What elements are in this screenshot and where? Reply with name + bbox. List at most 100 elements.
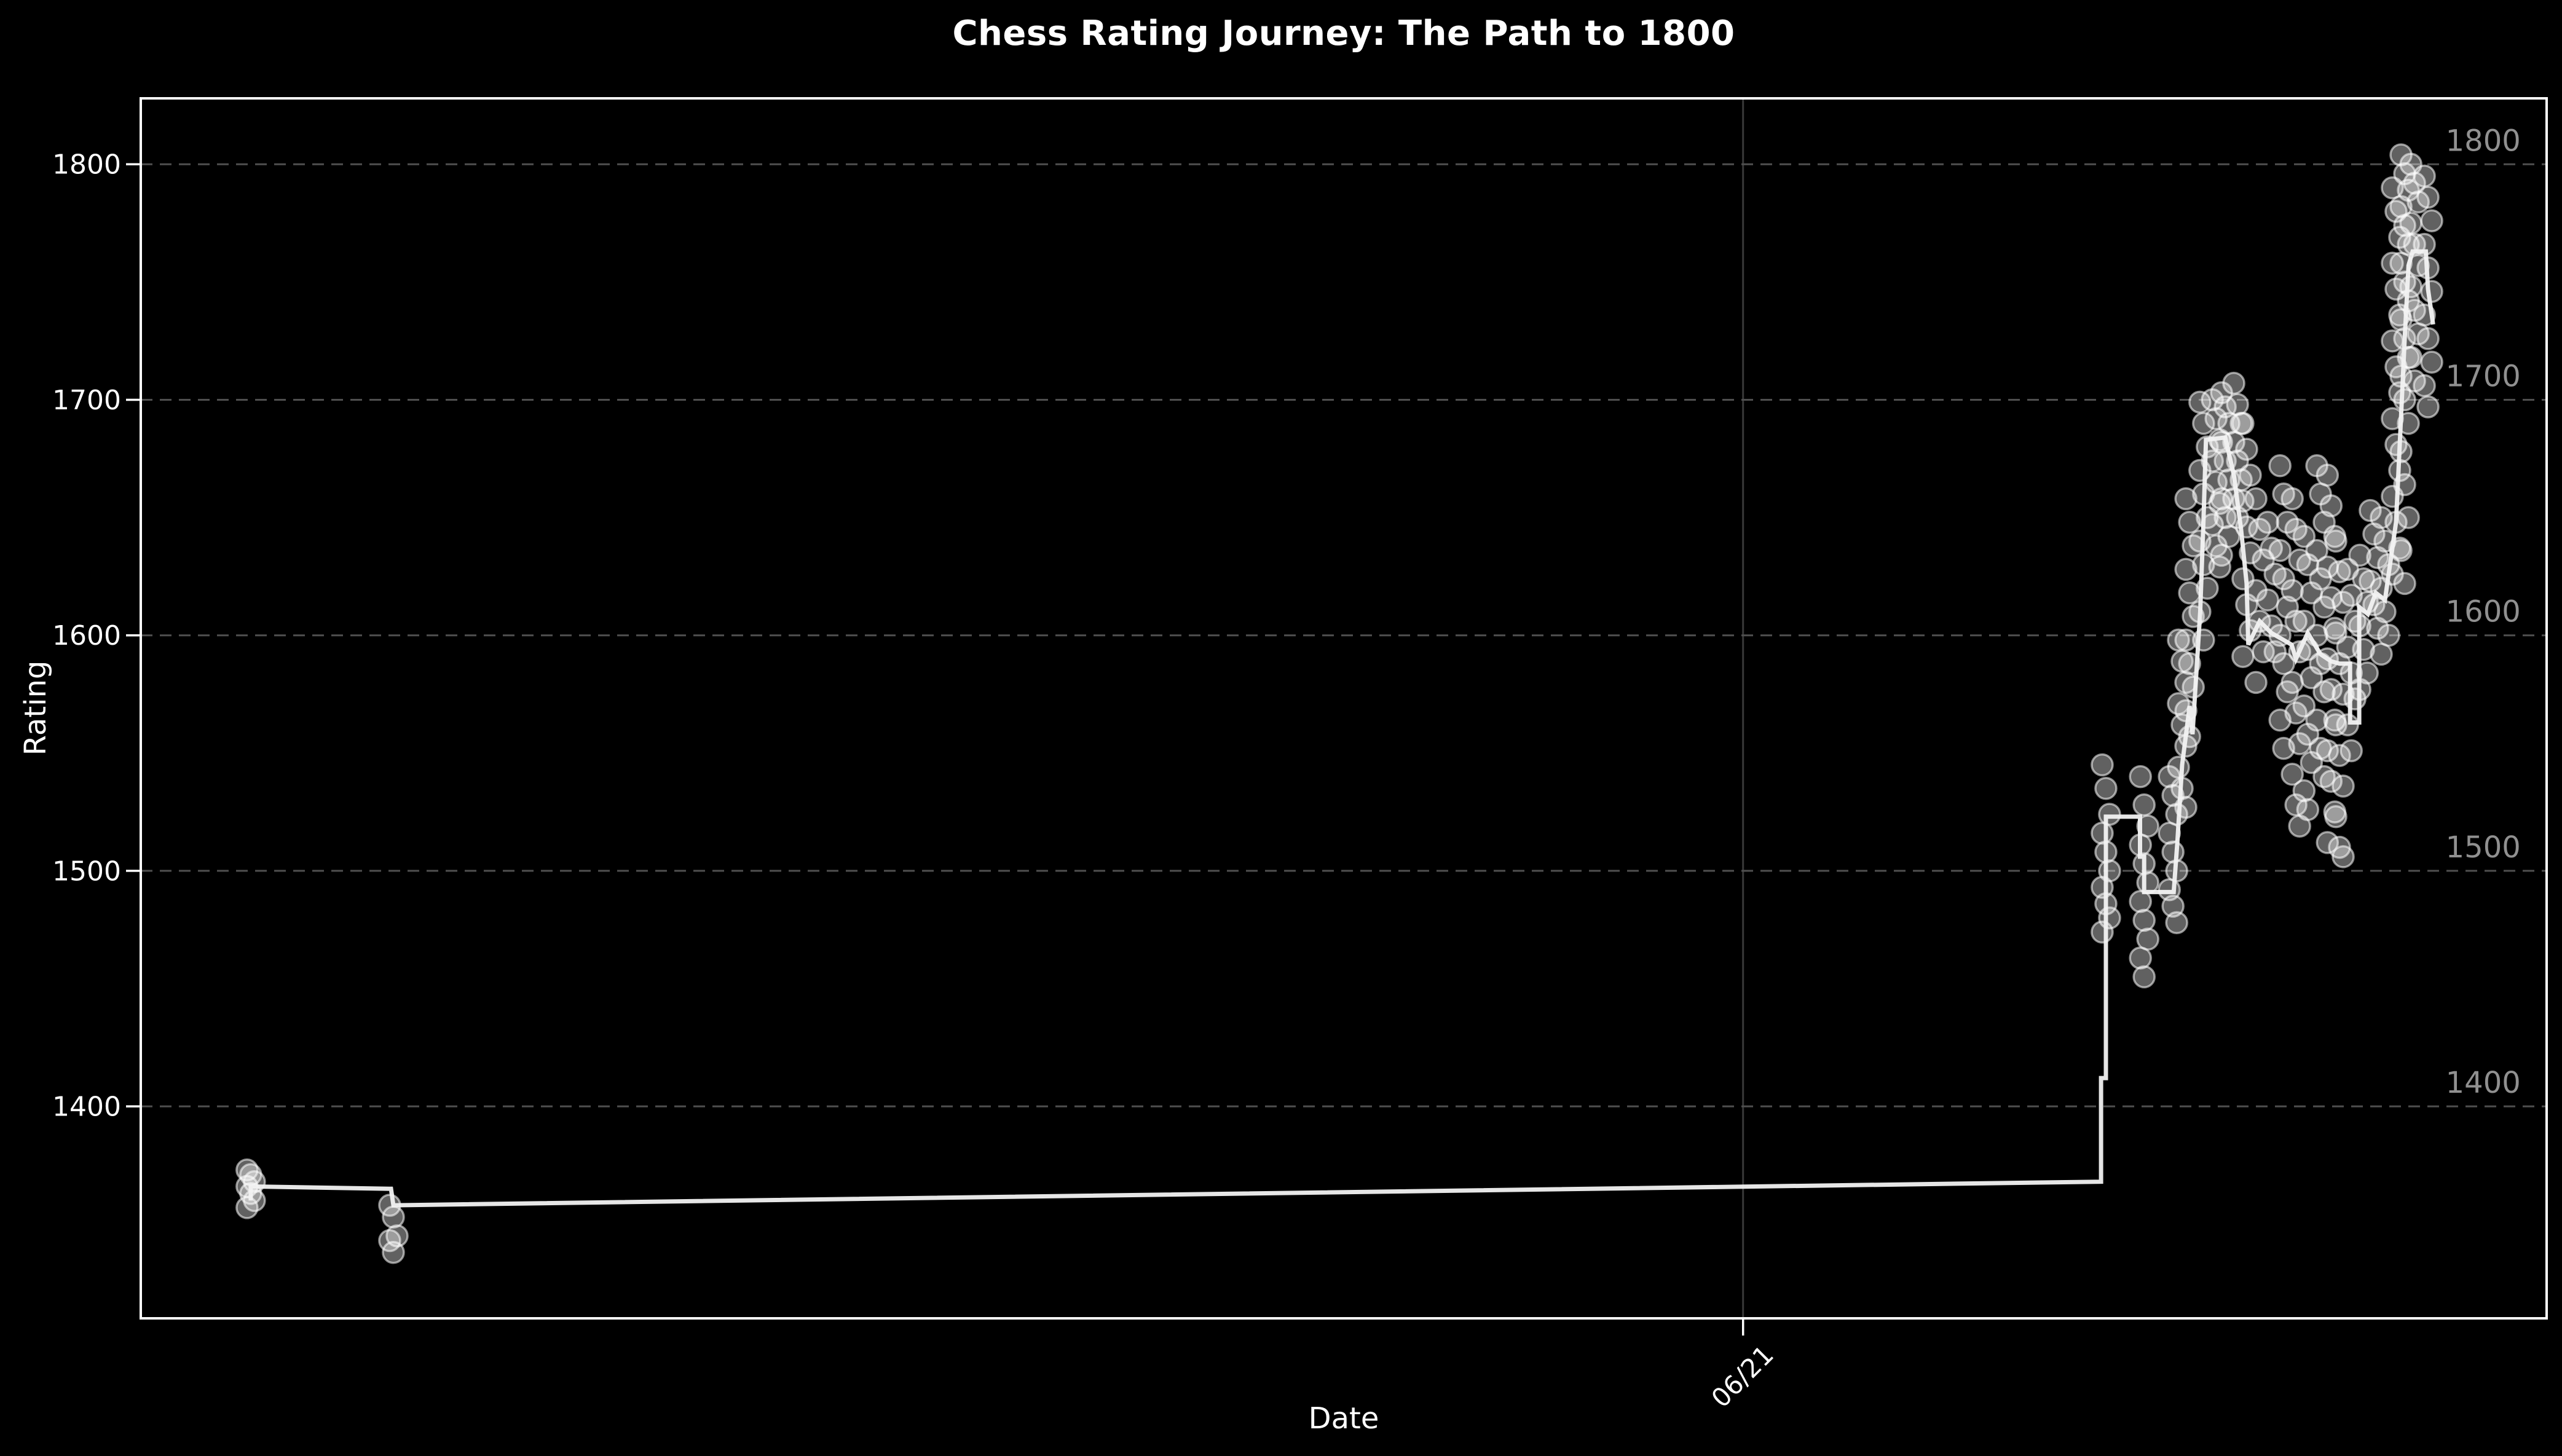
game-rating-dot bbox=[2231, 645, 2255, 668]
game-rating-dot bbox=[2098, 803, 2121, 826]
game-rating-dot bbox=[2268, 539, 2292, 562]
game-rating-dot bbox=[2328, 744, 2351, 767]
game-rating-dot bbox=[2416, 186, 2440, 209]
game-rating-dot bbox=[2348, 543, 2371, 567]
game-rating-dot bbox=[2393, 572, 2416, 596]
game-rating-dot bbox=[2316, 831, 2339, 854]
x-tick-label: 06/21 bbox=[1706, 1339, 1780, 1413]
y-tick-label: 1400 bbox=[52, 1092, 121, 1123]
game-rating-dot bbox=[2252, 640, 2275, 664]
game-rating-dot bbox=[2239, 463, 2262, 487]
game-rating-dot bbox=[2416, 327, 2440, 350]
game-rating-dot bbox=[2324, 805, 2347, 828]
game-rating-dot bbox=[2397, 506, 2420, 529]
game-rating-dot bbox=[2393, 388, 2416, 412]
game-rating-dot bbox=[2226, 393, 2249, 416]
game-rating-dot bbox=[2331, 845, 2355, 868]
game-rating-dot bbox=[2292, 525, 2316, 548]
game-rating-dot bbox=[2280, 763, 2304, 786]
game-rating-dot bbox=[2280, 579, 2304, 602]
game-rating-dot bbox=[2272, 567, 2295, 591]
game-rating-dot bbox=[2331, 774, 2355, 798]
game-rating-dot bbox=[2416, 395, 2440, 419]
game-rating-dot bbox=[2210, 543, 2233, 567]
game-rating-dot bbox=[2094, 777, 2118, 800]
game-rating-dot bbox=[2420, 280, 2443, 303]
game-rating-dot bbox=[2132, 793, 2156, 817]
game-rating-dot bbox=[2213, 506, 2237, 529]
game-rating-dot bbox=[2319, 769, 2343, 793]
game-rating-dot bbox=[2305, 539, 2328, 562]
game-rating-dot bbox=[2319, 494, 2343, 517]
game-rating-dot bbox=[2399, 275, 2422, 299]
game-rating-dot bbox=[382, 1205, 405, 1229]
game-rating-dot bbox=[2132, 908, 2156, 932]
game-rating-dot bbox=[2296, 798, 2320, 822]
y-tick-label: 1500 bbox=[52, 856, 121, 887]
game-rating-dot bbox=[2359, 569, 2382, 593]
game-rating-dot bbox=[2244, 487, 2268, 511]
game-rating-dot bbox=[2280, 671, 2304, 695]
game-rating-dot bbox=[2129, 889, 2152, 913]
game-rating-dot bbox=[2132, 965, 2156, 989]
game-rating-dot bbox=[2319, 678, 2343, 701]
game-rating-dot bbox=[2260, 537, 2283, 560]
game-rating-dot bbox=[2165, 911, 2188, 934]
game-rating-dot bbox=[2316, 463, 2339, 487]
milestone-label: 1400 bbox=[2446, 1066, 2521, 1100]
game-rating-dot bbox=[2256, 588, 2279, 612]
chart-title: Chess Rating Journey: The Path to 1800 bbox=[952, 14, 1735, 53]
game-rating-dot bbox=[2399, 211, 2422, 235]
game-rating-dot bbox=[2292, 779, 2316, 803]
game-rating-dot bbox=[2178, 511, 2201, 534]
game-rating-dot bbox=[2420, 209, 2443, 233]
milestone-label: 1500 bbox=[2446, 830, 2521, 865]
game-rating-dot bbox=[2413, 374, 2436, 398]
game-rating-dot bbox=[2091, 920, 2114, 944]
game-rating-dot bbox=[2091, 753, 2114, 777]
game-rating-dot bbox=[2129, 946, 2152, 970]
game-rating-dot bbox=[2231, 412, 2255, 435]
game-rating-dot bbox=[382, 1240, 405, 1264]
plot-spines bbox=[140, 97, 2548, 1320]
milestone-label: 1600 bbox=[2446, 595, 2521, 629]
game-rating-dot bbox=[2373, 600, 2397, 624]
game-rating-dot bbox=[2292, 694, 2316, 718]
x-axis-label: Date bbox=[1308, 1401, 1379, 1436]
game-rating-dot bbox=[2389, 195, 2413, 219]
game-rating-dot bbox=[2397, 412, 2420, 435]
game-rating-dot bbox=[2381, 251, 2404, 275]
rating-line bbox=[248, 249, 2435, 1208]
game-rating-dot bbox=[2336, 713, 2359, 737]
game-rating-dot bbox=[2413, 164, 2436, 188]
milestone-label: 1700 bbox=[2446, 360, 2521, 394]
game-rating-dot bbox=[2136, 927, 2159, 951]
game-rating-dot bbox=[2359, 498, 2382, 522]
game-rating-dot bbox=[2235, 438, 2258, 461]
game-rating-dot bbox=[2272, 651, 2295, 675]
game-rating-dot bbox=[2174, 487, 2197, 511]
game-rating-dot bbox=[2284, 609, 2308, 633]
game-rating-dot bbox=[2174, 557, 2197, 581]
game-rating-dot bbox=[2280, 487, 2304, 511]
game-rating-dot bbox=[2268, 454, 2292, 478]
game-rating-dot bbox=[2129, 765, 2152, 789]
game-rating-dot bbox=[2292, 609, 2316, 633]
game-rating-dot bbox=[2420, 350, 2443, 374]
game-rating-dot bbox=[2192, 412, 2215, 435]
game-rating-dot bbox=[2370, 642, 2393, 666]
y-tick-label: 1800 bbox=[52, 149, 121, 181]
game-rating-dot bbox=[2256, 511, 2279, 534]
game-rating-dot bbox=[2324, 713, 2347, 737]
game-rating-dot bbox=[235, 1196, 259, 1219]
game-rating-dot bbox=[2178, 725, 2201, 749]
y-tick-label: 1700 bbox=[52, 385, 121, 416]
game-rating-dot bbox=[2316, 739, 2339, 763]
game-rating-dot bbox=[2167, 755, 2190, 779]
game-rating-dot bbox=[2244, 671, 2268, 695]
game-rating-dot bbox=[2324, 529, 2347, 553]
game-rating-dot bbox=[2091, 821, 2114, 845]
y-tick-label: 1600 bbox=[52, 620, 121, 651]
